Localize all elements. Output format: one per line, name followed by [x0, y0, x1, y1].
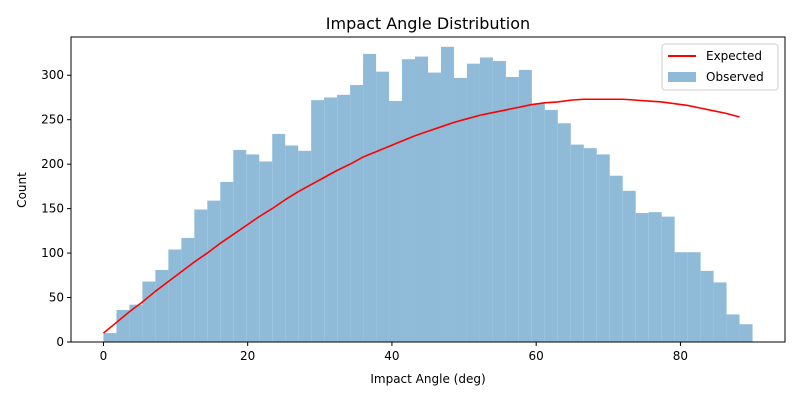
x-tick-label: 60 [529, 349, 544, 363]
histogram-bar [635, 213, 649, 342]
histogram-bar [661, 216, 675, 342]
histogram-bar [350, 85, 364, 343]
y-tick-label: 250 [41, 113, 64, 127]
x-tick-label: 80 [673, 349, 688, 363]
x-axis-label: Impact Angle (deg) [370, 372, 485, 386]
y-tick-label: 150 [41, 202, 64, 216]
histogram-bar [194, 209, 208, 342]
histogram-bar [544, 109, 558, 342]
histogram-bar [583, 148, 597, 342]
histogram-bar [103, 333, 117, 342]
histogram-bar [142, 281, 156, 342]
x-axis-ticks: 0 20 40 60 80 [100, 342, 688, 363]
legend: Expected Observed [661, 43, 779, 91]
histogram-bar [453, 77, 467, 342]
histogram-bar [233, 149, 247, 342]
histogram-bar [415, 56, 428, 342]
histogram-bar [311, 100, 325, 342]
histogram-bar [285, 145, 299, 342]
histogram-bar [713, 282, 727, 342]
histogram-bar [570, 144, 584, 342]
histogram-bar [389, 101, 403, 343]
y-tick-label: 0 [56, 335, 64, 349]
histogram-bar [363, 53, 377, 342]
y-tick-label: 100 [41, 246, 64, 260]
histogram-bar [324, 97, 338, 343]
legend-swatch-observed [668, 72, 696, 82]
histogram-bar [739, 324, 753, 342]
plot-frame [70, 36, 786, 343]
histogram-bar [674, 252, 688, 342]
legend-label-observed: Observed [706, 70, 764, 84]
expected-line [102, 98, 740, 334]
y-tick-label: 300 [41, 68, 64, 82]
y-tick-label: 200 [41, 157, 64, 171]
y-axis-ticks: 0 50 100 150 200 250 300 [41, 68, 71, 349]
histogram-bar [155, 269, 169, 342]
histogram-bar [466, 63, 480, 342]
chart-title: Impact Angle Distribution [326, 14, 530, 33]
histogram-bar [181, 237, 195, 342]
histogram-bar [428, 72, 441, 342]
histogram-bar [609, 175, 623, 342]
y-tick-label: 50 [49, 291, 64, 305]
histogram-bar [726, 314, 740, 342]
histogram-bar [505, 77, 519, 342]
histogram-bar [246, 154, 260, 342]
histogram-bar [622, 190, 636, 342]
histogram-bar [298, 150, 312, 342]
histogram-bar [376, 71, 390, 343]
histogram-bar [116, 309, 130, 342]
histogram-bar [648, 212, 662, 342]
histogram-bar [168, 249, 182, 342]
x-tick-label: 20 [240, 349, 255, 363]
y-axis-label: Count [15, 172, 29, 208]
x-tick-label: 40 [384, 349, 399, 363]
histogram-bar [479, 57, 493, 342]
histogram-bar [531, 103, 545, 342]
legend-label-expected: Expected [706, 49, 762, 63]
histogram-bar [687, 252, 701, 342]
histogram-bar [129, 304, 143, 342]
histogram-bar [402, 59, 416, 343]
histogram-bar [700, 270, 714, 342]
histogram-bar [518, 69, 532, 342]
histogram-bar [596, 154, 610, 342]
histogram-bar [492, 61, 506, 342]
histogram-bar [440, 46, 454, 342]
histogram-bar [272, 133, 286, 342]
histogram-bar [557, 123, 571, 342]
histogram-bar [220, 181, 234, 342]
histogram-bar [207, 200, 221, 342]
x-tick-label: 0 [100, 349, 108, 363]
line-layer [102, 98, 740, 334]
histogram-bar [337, 94, 351, 343]
histogram-bar [259, 161, 273, 342]
